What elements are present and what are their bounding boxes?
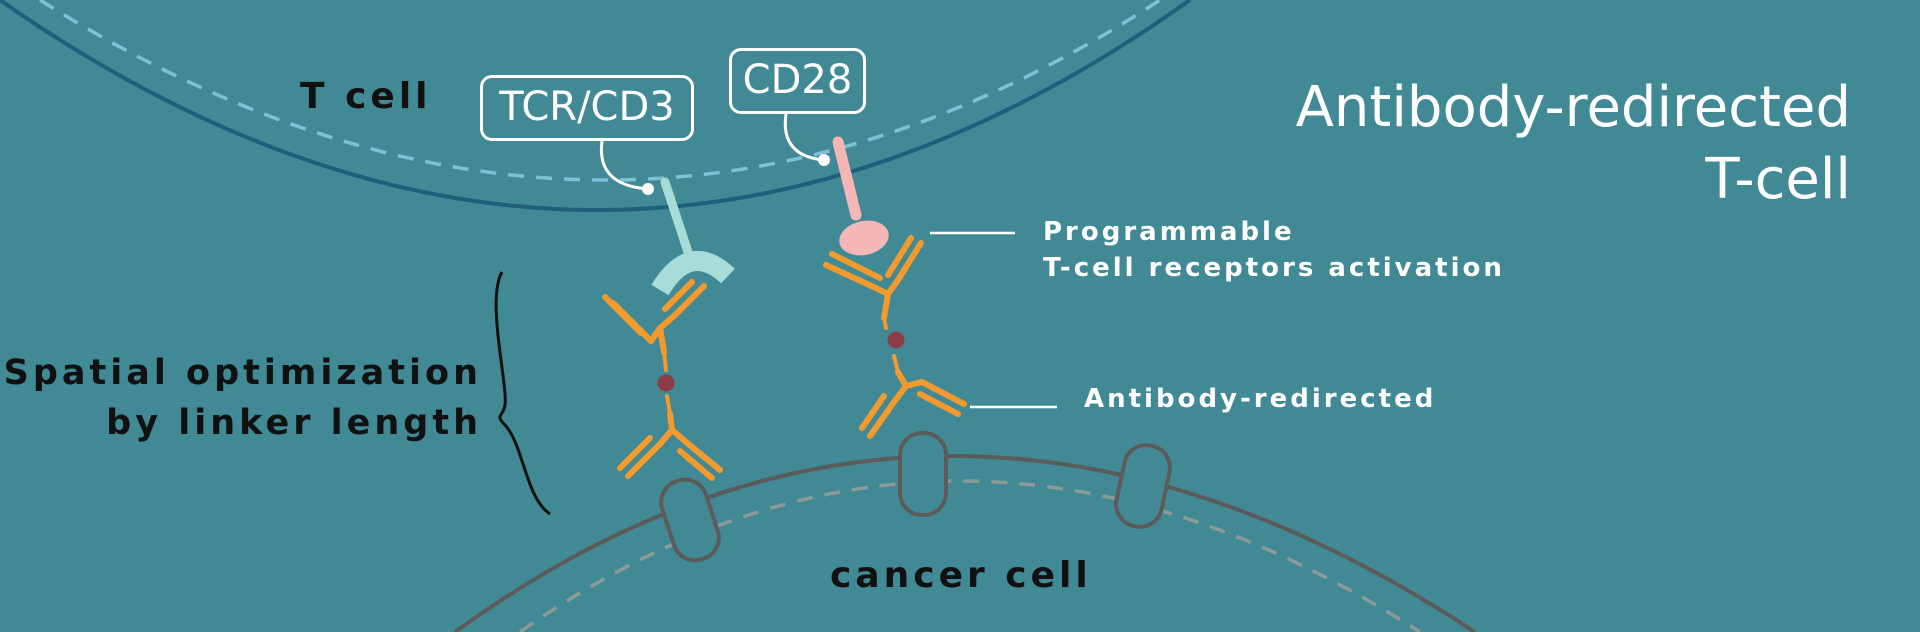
left-linker-dot [657, 374, 675, 392]
spatial-label-line-1: Spatial optimization [3, 353, 482, 393]
title-line-2: T-cell [1705, 147, 1851, 212]
spatial-label-line-2: by linker length [106, 403, 482, 443]
right-antibody-construct [823, 235, 967, 439]
tcr-callout-dot [642, 183, 654, 195]
spatial-optimization-label: Spatial optimization by linker length [4, 348, 482, 448]
tcr-cd3-callout-box: TCR/CD3 [480, 75, 694, 141]
title-line-1: Antibody-redirected [1295, 75, 1851, 140]
cd28-callout-dot [818, 154, 830, 166]
left-antibody-construct [602, 279, 723, 481]
programmable-label-line-1: Programmable [1043, 217, 1295, 247]
cd28-receptor [832, 136, 889, 256]
cancer-antigen-left [659, 477, 721, 563]
diagram-title: Antibody-redirected T-cell [1091, 72, 1851, 216]
t-cell-membrane [0, 0, 1192, 212]
cancer-cell-label: cancer cell [830, 555, 1092, 596]
programmable-label-line-2: T-cell receptors activation [1043, 253, 1505, 283]
cancer-cell-inner-dashed-membrane [518, 479, 1421, 632]
antibody-redirected-label: Antibody-redirected [1084, 384, 1437, 414]
cd28-callout-connector [783, 113, 825, 162]
spatial-bracket [494, 271, 551, 516]
t-cell-label: T cell [300, 76, 432, 117]
right-linker-dot [887, 331, 905, 349]
tcr-callout-connector [599, 140, 649, 191]
cd28-callout-box: CD28 [729, 48, 866, 114]
cancer-antigen-middle [898, 431, 948, 517]
cancer-antigen-right [1114, 443, 1172, 529]
t-cell-inner-dashed-membrane [39, 0, 1161, 182]
cancer-cell-membrane [453, 454, 1477, 632]
programmable-activation-label: Programmable T-cell receptors activation [1043, 214, 1505, 286]
tcr-cd3-receptor [651, 177, 735, 296]
